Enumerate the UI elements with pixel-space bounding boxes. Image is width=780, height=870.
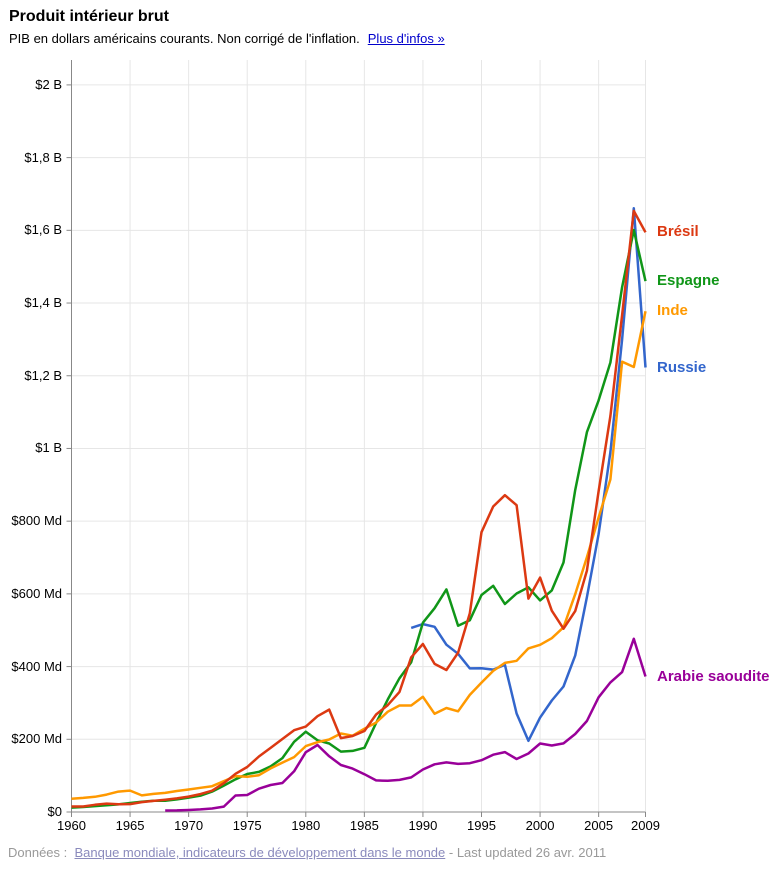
series-line-bresil[interactable]	[71, 209, 647, 808]
x-axis-label: 2000	[525, 818, 555, 833]
series-line-russie[interactable]	[410, 206, 647, 743]
x-axis-label: 1995	[467, 818, 496, 833]
y-axis-label: $1 B	[35, 440, 62, 456]
x-axis-label: 2005	[584, 818, 614, 833]
chart-subtitle: PIB en dollars américains courants. Non …	[9, 31, 360, 46]
x-axis-label: 1980	[291, 818, 321, 833]
legend-label-inde: Inde	[657, 302, 688, 320]
chart-subtitle-row: PIB en dollars américains courants. Non …	[9, 31, 445, 46]
y-axis-label: $1,2 B	[24, 367, 62, 383]
legend-label-espagne: Espagne	[657, 272, 720, 290]
x-axis-label: 1985	[349, 818, 379, 833]
series-line-arabie-saoudite[interactable]	[165, 637, 647, 812]
y-axis-label: $400 Md	[11, 658, 62, 674]
y-axis-label: $800 Md	[11, 513, 62, 529]
series-line-espagne[interactable]	[71, 228, 647, 809]
y-axis-label: $200 Md	[11, 731, 62, 747]
source-footer: Données : Banque mondiale, indicateurs d…	[8, 845, 606, 860]
legend-label-arabie-saoudite: Arabie saoudite	[657, 667, 770, 685]
y-axis-label: $2 B	[35, 76, 62, 92]
x-axis-label: 1990	[408, 818, 438, 833]
x-axis-label: 1965	[115, 818, 145, 833]
y-axis-label: $600 Md	[11, 585, 62, 601]
x-axis-label: 1970	[174, 818, 204, 833]
legend-label-russie: Russie	[657, 358, 707, 376]
x-axis-label: 2009	[631, 818, 660, 833]
y-axis-label: $0	[47, 804, 62, 819]
page-title: Produit intérieur brut	[9, 8, 169, 25]
source-link[interactable]: Banque mondiale, indicateurs de développ…	[74, 845, 446, 860]
series-line-inde[interactable]	[71, 311, 647, 800]
more-info-link[interactable]: Plus d'infos »	[367, 31, 445, 46]
x-axis-label: 1975	[232, 818, 262, 833]
y-axis-label: $1,6 B	[24, 222, 62, 238]
legend-label-bresil: Brésil	[657, 223, 699, 241]
source-prefix-label: Données :	[8, 845, 68, 860]
last-updated-label: - Last updated 26 avr. 2011	[448, 845, 607, 860]
y-axis-label: $1,4 B	[24, 295, 62, 311]
x-axis-label: 1960	[57, 818, 86, 833]
y-axis-label: $1,8 B	[24, 149, 62, 165]
